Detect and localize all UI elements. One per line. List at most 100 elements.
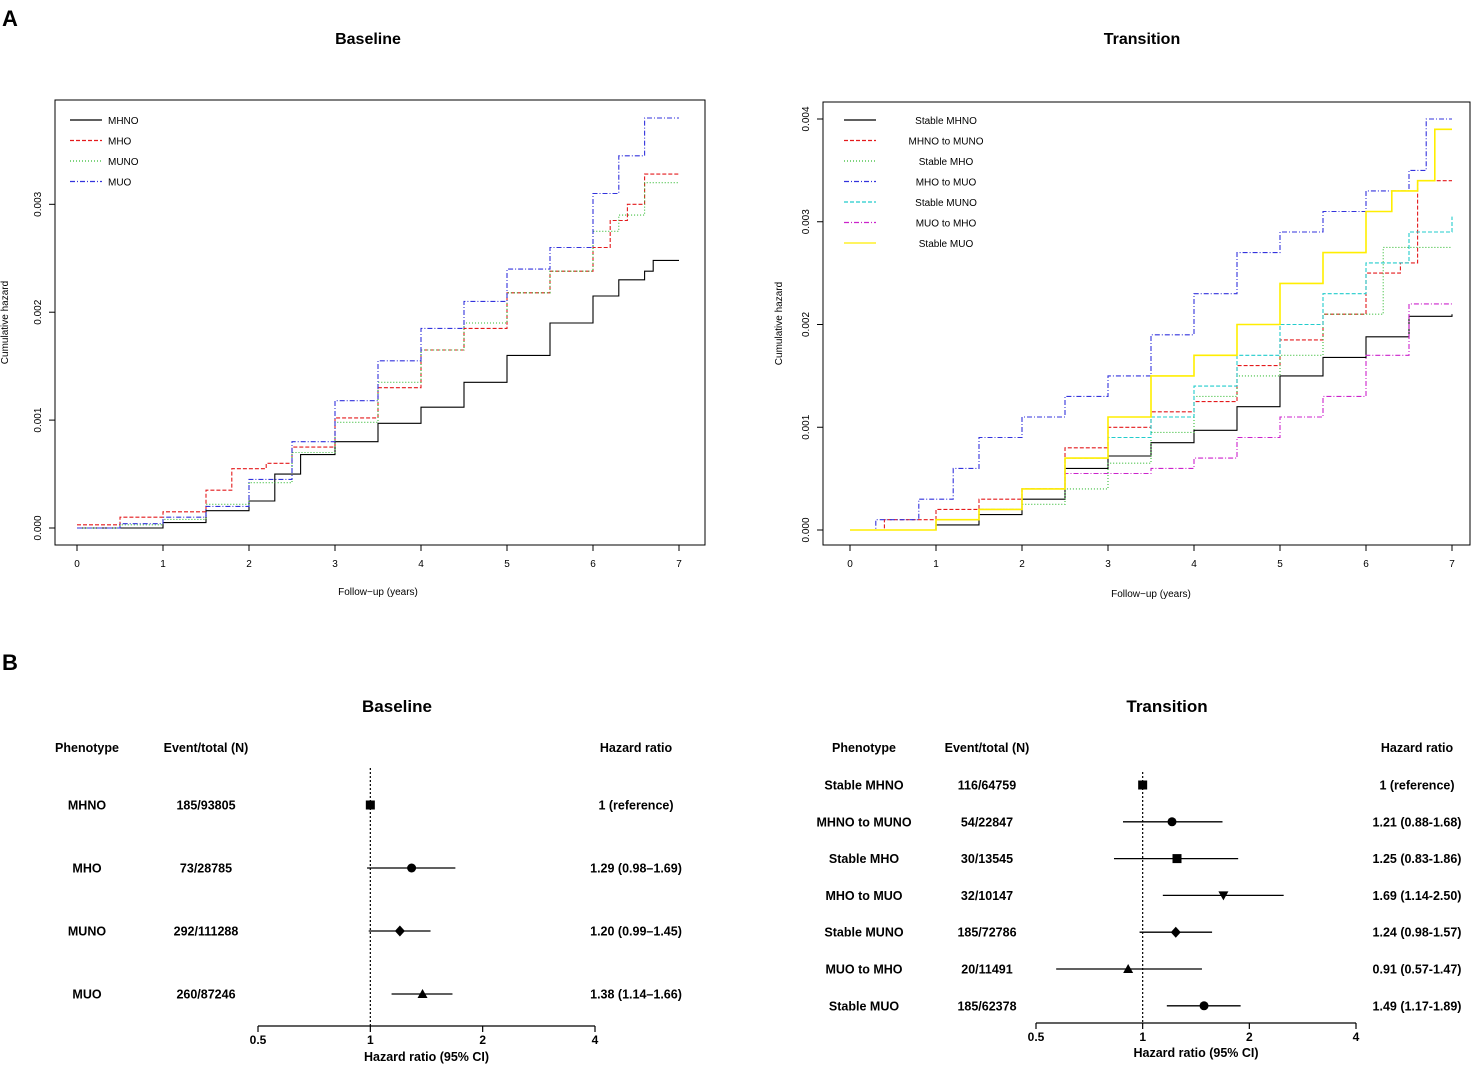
row-events-muo-to-mho: 20/11491 [961,963,1012,977]
x-tick-label: 3 [1105,559,1111,570]
row-phenotype-stable-muno: Stable MUNO [824,926,903,940]
y-tick-label: 0.002 [33,299,44,324]
y-tick-label: 0.002 [801,312,812,337]
x-tick-label: 6 [590,559,596,570]
y-tick-label: 0.001 [33,407,44,432]
legend-label-mhno: MHNO [108,116,139,127]
x-tick-label: 4 [592,1033,599,1047]
row-events-mho: 73/28785 [180,862,232,876]
x-tick-label: 7 [1449,559,1455,570]
x-axis-label: Hazard ratio (95% CI) [364,1050,489,1064]
row-phenotype-muo-to-mho: MUO to MHO [825,963,902,977]
legend-label-muno: MUNO [108,157,139,168]
column-header-phenotype: Phenotype [832,741,896,755]
series-line-mho-to-muo [850,118,1452,531]
hr-point-muo-to-mho [1123,964,1134,973]
x-tick-label: 2 [479,1033,486,1047]
row-hr-label-muo-to-mho: 0.91 (0.57-1.47) [1373,963,1462,977]
row-hr-label-stable-muno: 1.24 (0.98-1.57) [1373,926,1462,940]
x-tick-label: 4 [1353,1030,1360,1044]
chart-title: Baseline [335,31,401,48]
row-hr-label-muo: 1.38 (1.14–1.66) [590,988,682,1002]
y-tick-label: 0.003 [33,191,44,216]
hr-point-mho [407,863,417,873]
y-tick-label: 0.003 [801,209,812,234]
x-tick-label: 1 [160,559,166,570]
series-line-mho [77,173,679,526]
series-line-mhno [77,259,679,529]
legend-label-stable-muno: Stable MUNO [915,198,977,209]
x-tick-label: 2 [1019,559,1025,570]
x-tick-label: 2 [246,559,252,570]
row-hr-label-mhno-to-muno: 1.21 (0.88-1.68) [1373,815,1462,829]
hr-point-stable-mhno [1138,780,1148,790]
hr-point-muo [417,989,428,998]
chart-title: Baseline [362,697,432,716]
x-tick-label: 0.5 [250,1033,267,1047]
row-hr-label-stable-muo: 1.49 (1.17-1.89) [1373,999,1462,1013]
row-phenotype-mhno: MHNO [68,799,106,813]
y-tick-label: 0.001 [801,414,812,439]
legend-label-stable-mhno: Stable MHNO [915,116,977,127]
legend-label-muo: MUO [108,178,132,189]
legend-label-stable-muo: Stable MUO [919,239,974,250]
x-axis-label: Hazard ratio (95% CI) [1133,1046,1258,1060]
row-phenotype-muo: MUO [72,988,101,1002]
legend-label-mho-to-muo: MHO to MUO [916,178,977,189]
row-phenotype-stable-muo: Stable MUO [829,999,899,1013]
x-tick-label: 4 [418,559,424,570]
row-events-stable-muo: 185/62378 [957,999,1016,1013]
hr-point-stable-mho [1172,854,1182,864]
row-events-mhno: 185/93805 [176,799,235,813]
series-line-stable-mhno [850,314,1453,531]
row-events-stable-mhno: 116/64759 [958,779,1016,793]
y-axis-label: Cumulative hazard [0,281,11,364]
column-header-phenotype: Phenotype [55,741,119,755]
x-tick-label: 1 [367,1033,374,1047]
legend-label-muo-to-mho: MUO to MHO [916,219,977,230]
forest-transition-chart: Transition Phenotype Event/total (N) Hazard… [816,697,1461,1060]
row-phenotype-mho: MHO [72,862,101,876]
x-tick-label: 2 [1246,1030,1253,1044]
row-hr-label-stable-mho: 1.25 (0.83-1.86) [1373,852,1462,866]
x-axis-label: Follow−up (years) [1111,589,1191,600]
x-tick-label: 3 [332,559,338,570]
row-hr-label-mho: 1.29 (0.98–1.69) [590,862,682,876]
hr-point-stable-muo [1199,1001,1209,1011]
row-hr-label-mho-to-muo: 1.69 (1.14-2.50) [1373,889,1462,903]
y-tick-label: 0.004 [801,106,812,131]
forest-baseline-chart: Baseline Phenotype Event/total (N) Hazard r… [55,697,682,1064]
row-hr-label-mhno: 1 (reference) [598,799,673,813]
column-header-hazard-ratio: Hazard ratio [600,741,673,755]
row-hr-label-muno: 1.20 (0.99–1.45) [590,925,682,939]
y-axis-label: Cumulative hazard [774,282,785,365]
x-tick-label: 0.5 [1028,1030,1045,1044]
x-tick-label: 1 [1139,1030,1146,1044]
row-phenotype-stable-mhno: Stable MHNO [824,779,903,793]
series-line-stable-muo [850,128,1452,531]
row-phenotype-muno: MUNO [68,925,106,939]
row-events-mho-to-muo: 32/10147 [961,889,1013,903]
hr-point-stable-muno [1170,926,1181,938]
chart-title: Transition [1104,31,1180,48]
hr-point-mhno [365,800,375,810]
row-events-mhno-to-muno: 54/22847 [961,815,1013,829]
y-tick-label: 0.000 [33,515,44,540]
hr-point-muno [394,925,405,937]
row-phenotype-stable-mho: Stable MHO [829,852,899,866]
y-tick-label: 0.000 [801,517,812,542]
hr-point-mho-to-muo [1218,891,1229,901]
legend-label-mho: MHO [108,137,132,148]
row-events-muno: 292/111288 [174,925,239,939]
x-tick-label: 0 [847,559,853,570]
row-events-stable-mho: 30/13545 [961,852,1013,866]
panel-label-a: A [2,6,18,31]
x-tick-label: 1 [933,559,939,570]
legend-label-stable-mho: Stable MHO [919,157,974,168]
series-line-muno [77,182,679,529]
row-hr-label-stable-mhno: 1 (reference) [1379,779,1454,793]
series-line-muo [77,117,679,529]
legend-label-mhno-to-muno: MHNO to MUNO [909,137,984,148]
hr-point-mhno-to-muno [1167,817,1177,827]
x-tick-label: 7 [676,559,682,570]
